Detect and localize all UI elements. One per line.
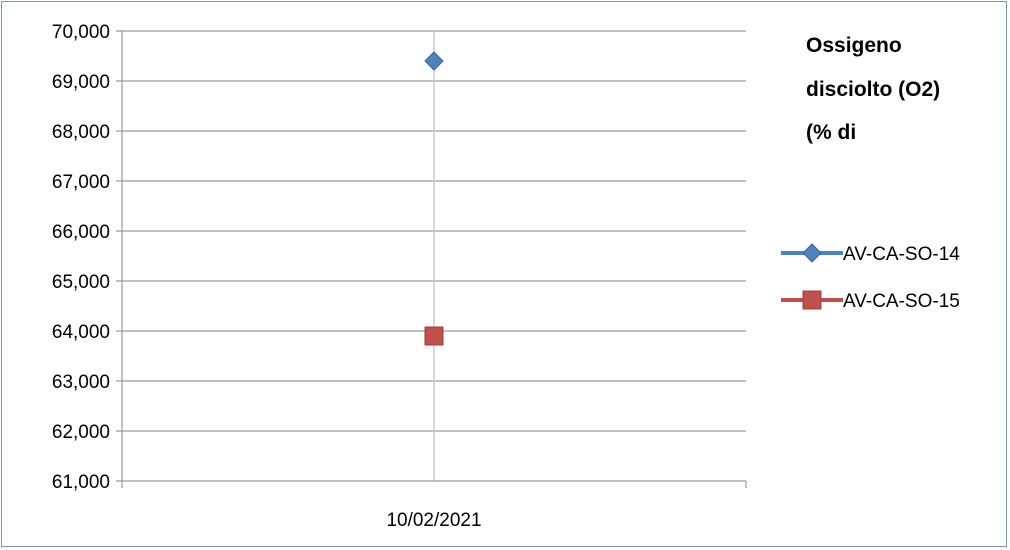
title-line-2: disciolto (O2) bbox=[806, 78, 940, 101]
y-tick-label: 70,000 bbox=[52, 22, 110, 43]
data-point-av-ca-so-15 bbox=[424, 326, 444, 346]
chart-title: Ossigeno disciolto (O2) (% di bbox=[806, 34, 940, 144]
data-point-av-ca-so-14 bbox=[424, 51, 444, 71]
grid bbox=[122, 30, 746, 481]
legend-marker bbox=[802, 290, 822, 310]
axes bbox=[116, 30, 747, 488]
legend-item-av-ca-so-14: AV-CA-SO-14 bbox=[781, 243, 960, 265]
y-tick-label: 69,000 bbox=[52, 72, 110, 93]
title-line-1: Ossigeno bbox=[806, 34, 902, 57]
y-tick-label: 62,000 bbox=[52, 422, 110, 443]
legend-marker bbox=[802, 243, 822, 263]
y-tick-labels: 61,000 62,000 63,000 64,000 65,000 66,000 67,0… bbox=[52, 22, 110, 493]
y-tick-label: 66,000 bbox=[52, 222, 110, 243]
x-tick-label: 10/02/2021 bbox=[386, 510, 481, 531]
legend-label: AV-CA-SO-14 bbox=[843, 244, 960, 265]
legend-label: AV-CA-SO-15 bbox=[843, 291, 960, 312]
y-tick-label: 67,000 bbox=[52, 172, 110, 193]
data-points bbox=[424, 51, 444, 346]
y-tick-label: 65,000 bbox=[52, 272, 110, 293]
title-line-3: (% di bbox=[806, 121, 856, 144]
y-tick-label: 68,000 bbox=[52, 122, 110, 143]
legend-item-av-ca-so-15: AV-CA-SO-15 bbox=[781, 290, 960, 312]
y-tick-label: 63,000 bbox=[52, 372, 110, 393]
legend: AV-CA-SO-14 AV-CA-SO-15 bbox=[781, 243, 960, 312]
x-tick-labels: 10/02/2021 bbox=[386, 510, 481, 531]
y-tick-label: 64,000 bbox=[52, 322, 110, 343]
y-tick-label: 61,000 bbox=[52, 472, 110, 493]
